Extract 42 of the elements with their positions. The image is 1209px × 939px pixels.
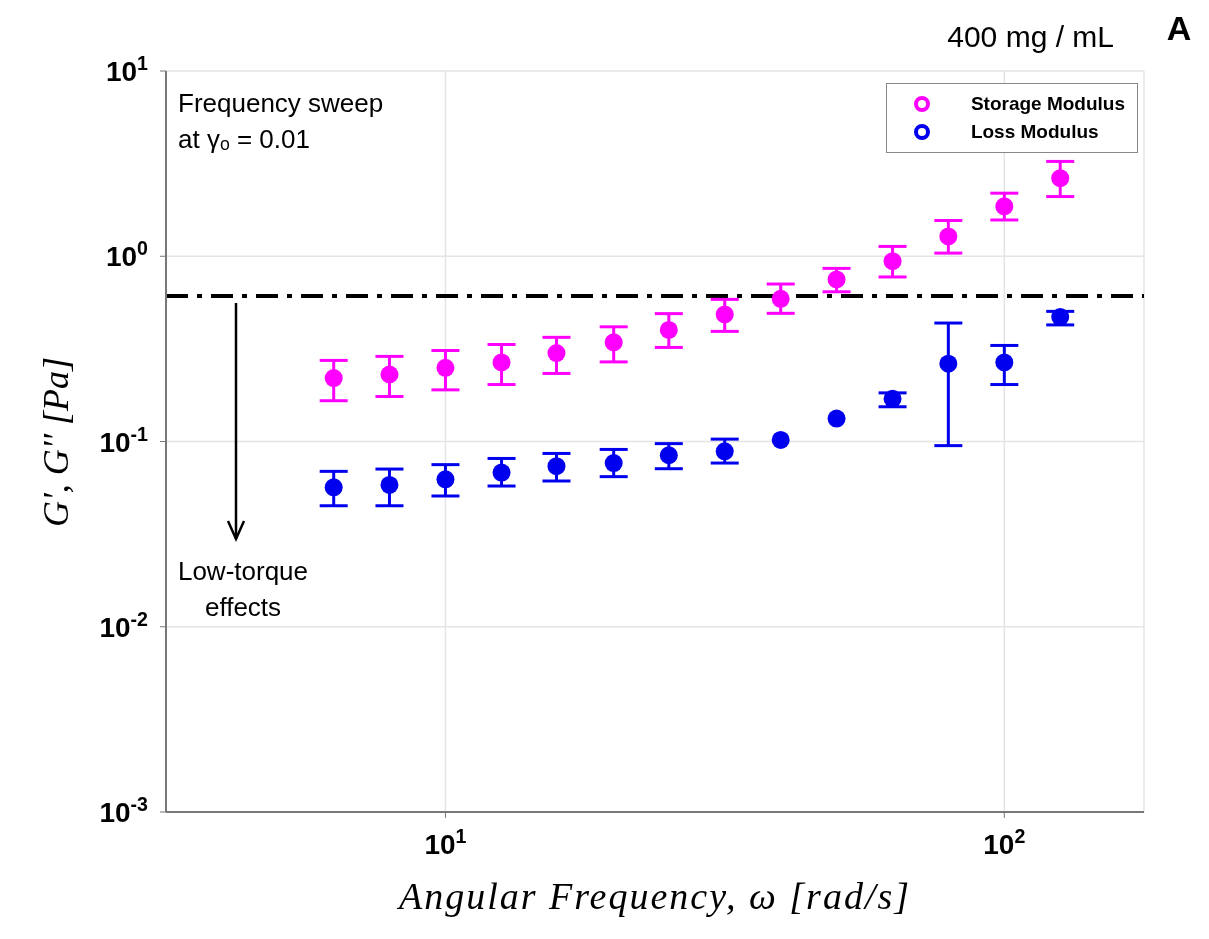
point xyxy=(715,305,734,324)
x-tick-label: 10$^{2}$ xyxy=(983,825,1026,860)
y-tick-label: 10$^{0}$ xyxy=(105,237,149,273)
point xyxy=(771,289,790,308)
point xyxy=(995,197,1014,216)
x-axis-title: Angular Frequency, ω [rad/s] xyxy=(396,874,913,918)
point xyxy=(883,252,902,271)
text: A xyxy=(1165,9,1193,47)
point xyxy=(827,409,846,428)
y-tick-label: 10$^{1}$ xyxy=(105,52,149,87)
point xyxy=(492,353,511,372)
point xyxy=(659,320,678,339)
point xyxy=(380,475,399,494)
point xyxy=(604,454,623,473)
point xyxy=(659,446,678,465)
y-tick-label: 10$^{-2}$ xyxy=(99,607,149,643)
point xyxy=(324,478,343,497)
chart-title: 400 mg / mL xyxy=(947,20,1114,54)
y-tick-label: 10$^{-3}$ xyxy=(99,793,149,828)
point xyxy=(380,365,399,384)
point xyxy=(939,354,958,373)
y-tick-label: 10$^{-1}$ xyxy=(99,422,149,458)
point xyxy=(771,430,790,449)
point xyxy=(827,270,846,289)
point xyxy=(939,227,958,246)
point xyxy=(604,333,623,352)
point xyxy=(715,442,734,461)
point xyxy=(547,344,566,363)
annotation: Frequency sweep at γₒ = 0.01 xyxy=(178,87,385,156)
point xyxy=(1051,307,1070,326)
point xyxy=(547,457,566,476)
legend-label: Storage Modulus xyxy=(970,93,1125,115)
point xyxy=(436,470,455,489)
point xyxy=(436,358,455,377)
point xyxy=(1051,169,1070,188)
y-axis-title: G', G'' [Pa] xyxy=(35,356,77,527)
point xyxy=(883,389,902,408)
annotation: Low-torque effects xyxy=(176,555,310,624)
point xyxy=(995,353,1014,372)
point xyxy=(492,463,511,482)
point xyxy=(324,369,343,388)
legend-label: Loss Modulus xyxy=(970,121,1099,143)
